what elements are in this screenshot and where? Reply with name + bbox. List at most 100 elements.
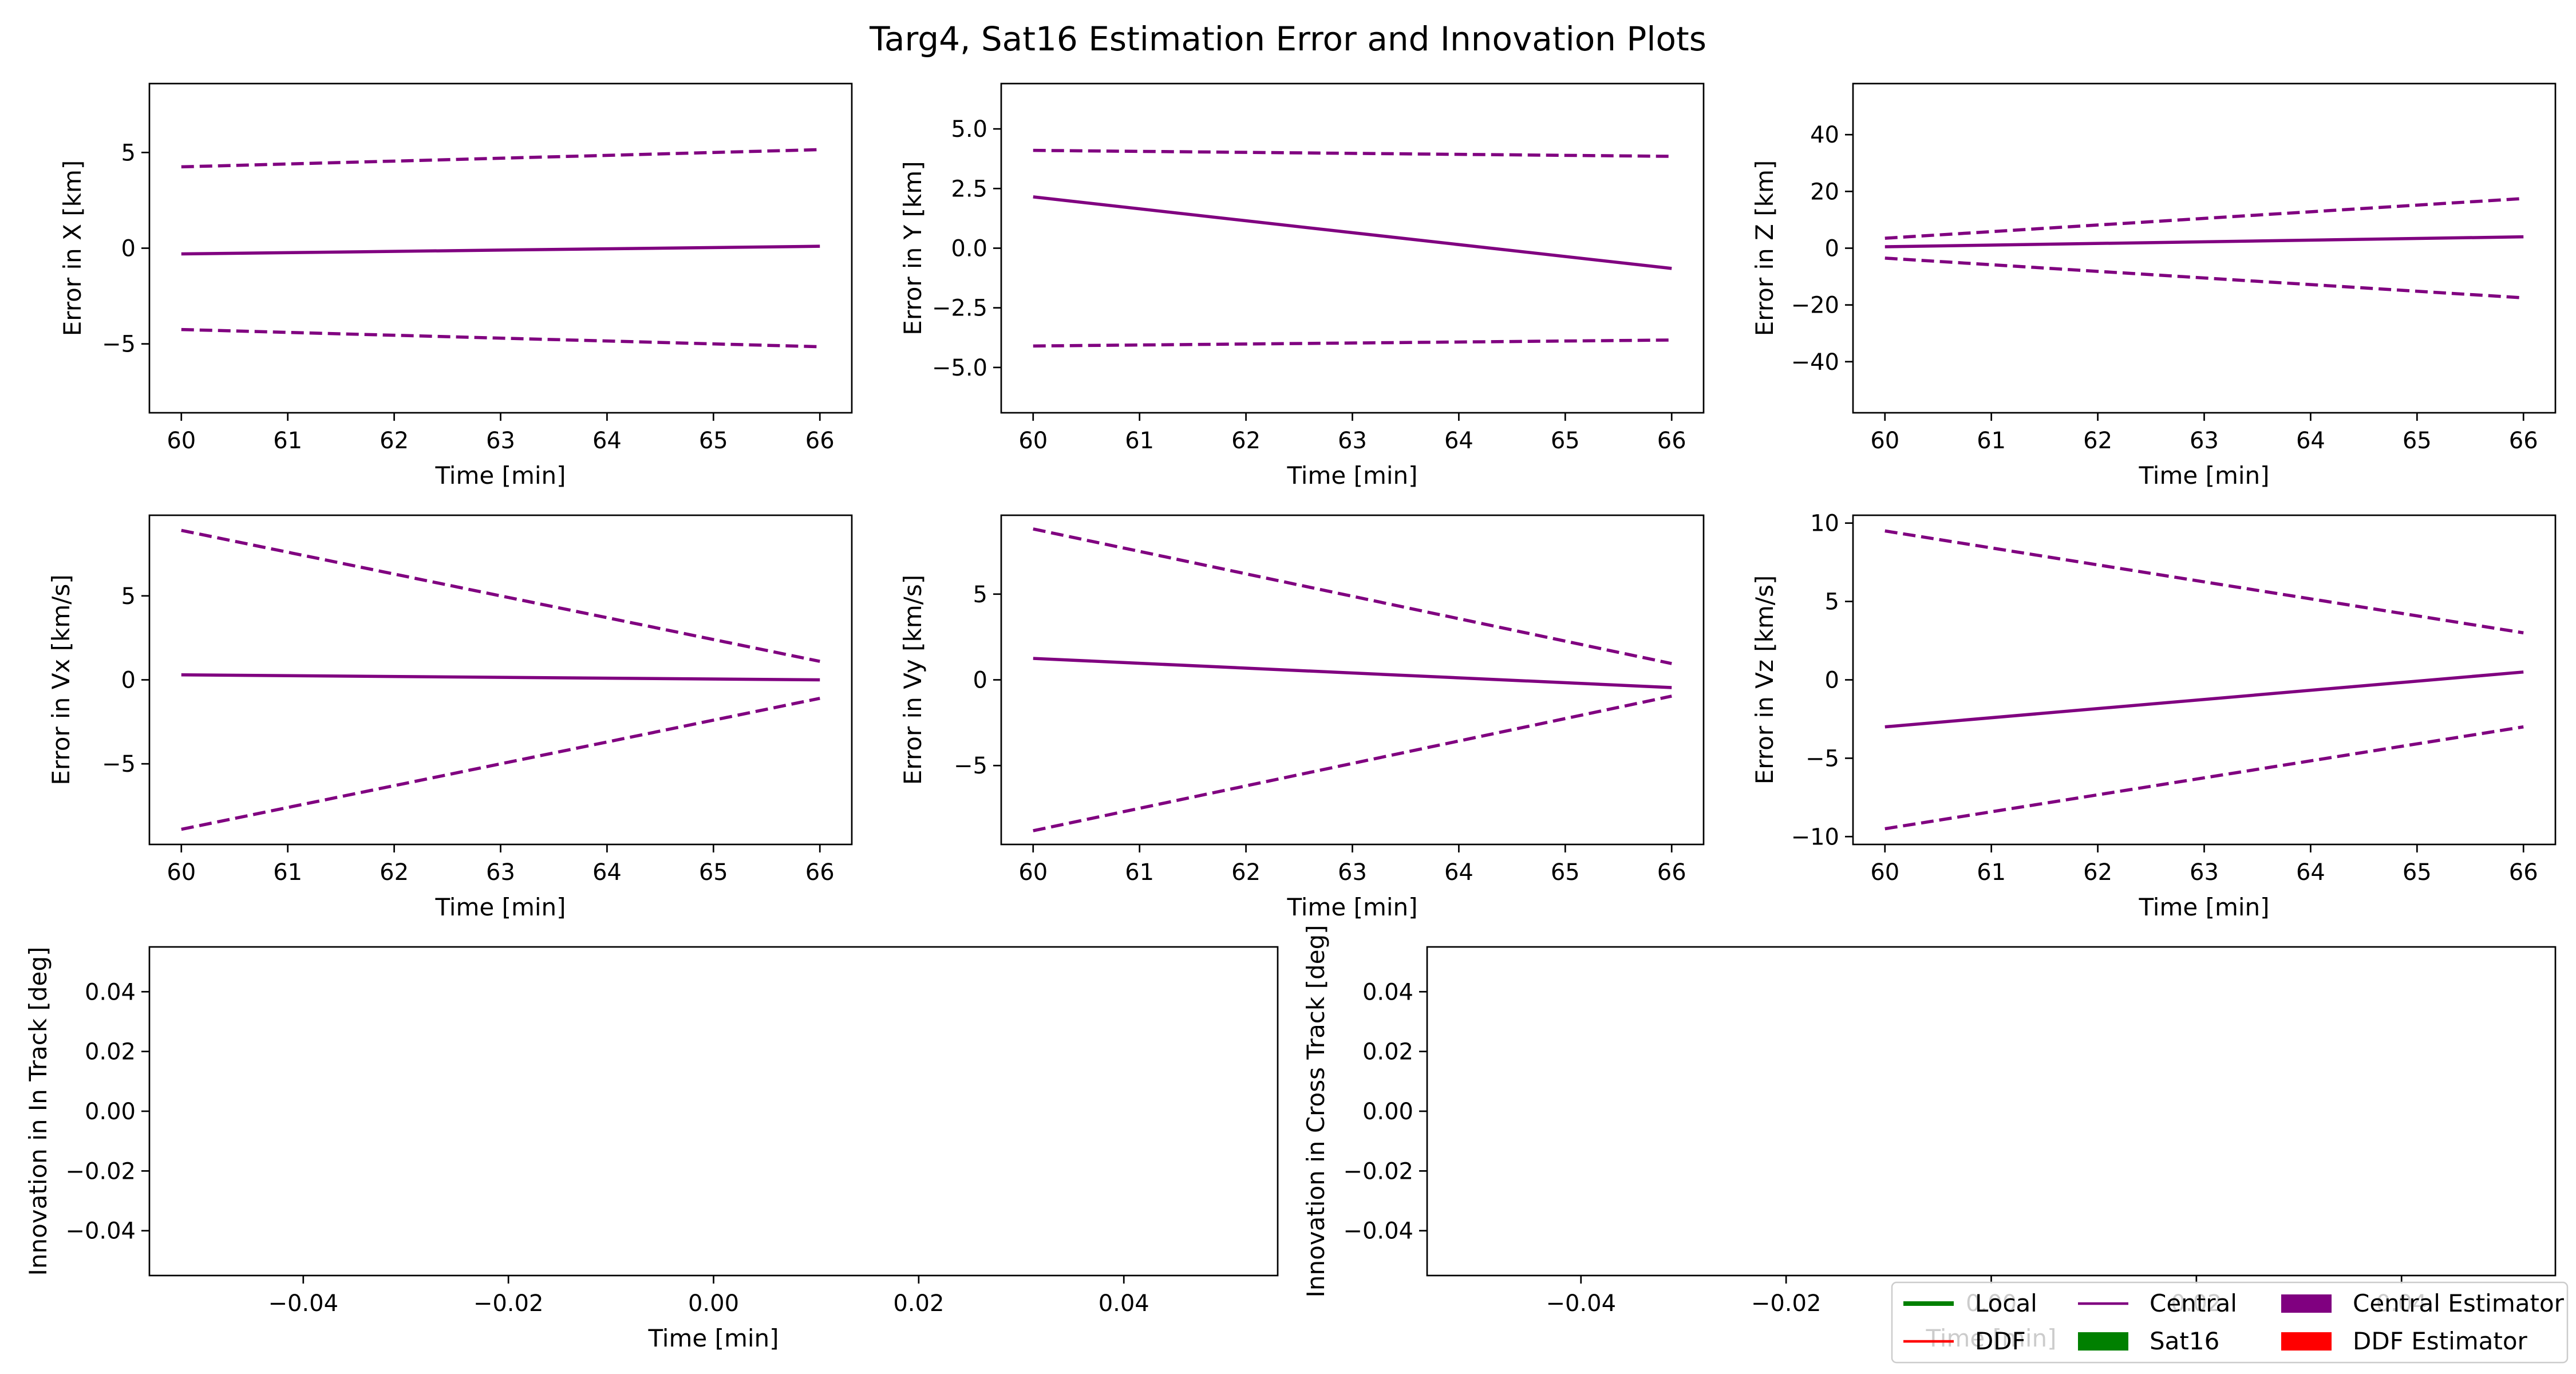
x-axis-label: Time [min] bbox=[2138, 461, 2269, 489]
bound-line-2 bbox=[1033, 694, 1672, 832]
x-tick-label: 62 bbox=[380, 859, 409, 886]
y-tick-label: 10 bbox=[1810, 511, 1839, 537]
x-tick-label: 64 bbox=[1444, 428, 1473, 454]
series-group bbox=[1884, 197, 2524, 299]
plot-area bbox=[149, 947, 1278, 1276]
y-axis-label: Innovation in In Track [deg] bbox=[24, 947, 52, 1276]
x-tick-label: 0.04 bbox=[1099, 1290, 1149, 1317]
subplot-innov-in-track: −0.04 −0.02 0.00 0.02 0.04 −0.04 −0.02 0.00 0.02… bbox=[24, 946, 1279, 1352]
x-tick-label: −0.04 bbox=[1546, 1290, 1616, 1317]
x-tick-label: 64 bbox=[592, 428, 622, 454]
x-tick-label: 64 bbox=[2296, 859, 2325, 886]
bound-line-2 bbox=[1884, 725, 2524, 831]
x-tick-label: 0.00 bbox=[688, 1290, 739, 1317]
y-axis-label: Error in Vx [km/s] bbox=[47, 574, 75, 785]
x-axis-label: Time [min] bbox=[647, 1324, 779, 1352]
legend-item-central: Central bbox=[2078, 1289, 2237, 1317]
x-tick-label: 61 bbox=[1977, 859, 2006, 886]
x-tick-label: 62 bbox=[1231, 859, 1261, 886]
subplot-err-vx: 60 61 62 63 64 65 66 −5 0 5 Time [min] Error in Vx … bbox=[47, 514, 853, 921]
plot-area bbox=[1427, 947, 2555, 1276]
subplot-err-y: 60 61 62 63 64 65 66 −5.0 −2.5 0.0 2.5 5.0 Time [min… bbox=[899, 82, 1705, 489]
legend-swatch bbox=[2281, 1332, 2332, 1351]
y-tick-label: −0.02 bbox=[65, 1158, 136, 1185]
x-tick-label: 60 bbox=[1018, 859, 1048, 886]
x-tick-label: 64 bbox=[592, 859, 622, 886]
x-tick-label: 65 bbox=[1551, 428, 1580, 454]
legend-label: DDF bbox=[1975, 1327, 2026, 1355]
series-line-central bbox=[1884, 670, 2524, 729]
legend: Local DDF Central Sat16 Central Estimator DDF… bbox=[1891, 1281, 2569, 1364]
y-tick-label: 0 bbox=[121, 236, 136, 262]
bound-line-2 bbox=[1884, 256, 2524, 299]
legend-item-local: Local bbox=[1903, 1289, 2037, 1317]
series-line-central bbox=[1033, 657, 1672, 689]
x-tick-label: 63 bbox=[2190, 428, 2219, 454]
y-tick-label: −0.02 bbox=[1343, 1158, 1413, 1185]
y-tick-label: 0.00 bbox=[1362, 1099, 1413, 1125]
x-tick-label: 64 bbox=[1444, 859, 1473, 886]
bound-line-1 bbox=[1033, 148, 1672, 158]
y-tick-label: 0.02 bbox=[1362, 1039, 1413, 1065]
x-tick-label: 66 bbox=[1657, 859, 1686, 886]
x-tick-label: 62 bbox=[2083, 428, 2112, 454]
x-tick-label: 63 bbox=[1338, 428, 1367, 454]
x-tick-label: 60 bbox=[167, 428, 196, 454]
x-tick-label: 61 bbox=[273, 859, 302, 886]
series-group bbox=[1033, 148, 1672, 348]
legend-item-ddf: DDF bbox=[1903, 1327, 2026, 1355]
y-tick-label: 5 bbox=[121, 140, 136, 166]
y-tick-label: 2.5 bbox=[951, 176, 987, 202]
y-tick-label: 0 bbox=[121, 668, 136, 694]
x-tick-label: 61 bbox=[273, 428, 302, 454]
y-tick-label: 0.0 bbox=[951, 236, 987, 262]
y-tick-label: −2.5 bbox=[932, 295, 987, 322]
plot-area bbox=[1001, 515, 1704, 844]
y-axis-label: Error in Vz [km/s] bbox=[1751, 575, 1779, 785]
bound-line-1 bbox=[181, 528, 820, 663]
x-tick-label: 60 bbox=[167, 859, 196, 886]
y-tick-label: −5 bbox=[102, 751, 136, 777]
y-tick-label: −5 bbox=[1805, 745, 1839, 772]
legend-item-sat16: Sat16 bbox=[2078, 1327, 2219, 1355]
legend-label: DDF Estimator bbox=[2353, 1327, 2528, 1355]
x-axis-label: Time [min] bbox=[434, 893, 566, 921]
x-tick-label: 61 bbox=[1125, 428, 1154, 454]
y-tick-label: 0 bbox=[973, 668, 987, 694]
series-line-central bbox=[181, 244, 820, 256]
x-tick-label: 63 bbox=[2190, 859, 2219, 886]
x-tick-label: 62 bbox=[2083, 859, 2112, 886]
x-axis-label: Time [min] bbox=[1286, 893, 1417, 921]
x-tick-label: 66 bbox=[2509, 428, 2538, 454]
x-tick-label: 65 bbox=[1551, 859, 1580, 886]
x-tick-label: 66 bbox=[805, 859, 835, 886]
y-tick-label: 0 bbox=[1825, 668, 1839, 694]
x-tick-label: 60 bbox=[1018, 428, 1048, 454]
x-tick-label: 61 bbox=[1977, 428, 2006, 454]
y-axis-label: Error in X [km] bbox=[58, 160, 86, 337]
legend-label: Sat16 bbox=[2150, 1327, 2219, 1355]
y-tick-label: −20 bbox=[1791, 293, 1839, 319]
x-axis-label: Time [min] bbox=[2138, 893, 2269, 921]
x-tick-label: 60 bbox=[1870, 859, 1899, 886]
y-tick-label: −0.04 bbox=[1343, 1218, 1413, 1245]
y-tick-label: −5 bbox=[102, 331, 136, 358]
legend-frame bbox=[1891, 1281, 2569, 1364]
y-tick-label: 0.00 bbox=[85, 1099, 136, 1125]
bound-line-2 bbox=[1033, 338, 1672, 348]
legend-label: Central Estimator bbox=[2353, 1289, 2565, 1317]
x-tick-label: 61 bbox=[1125, 859, 1154, 886]
x-tick-label: −0.04 bbox=[268, 1290, 338, 1317]
legend-swatch bbox=[2078, 1332, 2128, 1351]
y-tick-label: −0.04 bbox=[65, 1218, 136, 1245]
y-axis-label: Error in Vy [km/s] bbox=[899, 575, 927, 785]
x-tick-label: 63 bbox=[1338, 859, 1367, 886]
x-tick-label: −0.02 bbox=[473, 1290, 544, 1317]
legend-swatch bbox=[2281, 1294, 2332, 1313]
bound-line-1 bbox=[1884, 529, 2524, 635]
y-axis-label: Innovation in Cross Track [deg] bbox=[1302, 925, 1330, 1297]
bound-line-2 bbox=[181, 327, 820, 349]
subplot-err-z: 60 61 62 63 64 65 66 −40 −20 0 20 40 Time [min] Error… bbox=[1751, 82, 2557, 489]
y-tick-label: 5 bbox=[1825, 589, 1839, 615]
series-group bbox=[1033, 527, 1672, 832]
